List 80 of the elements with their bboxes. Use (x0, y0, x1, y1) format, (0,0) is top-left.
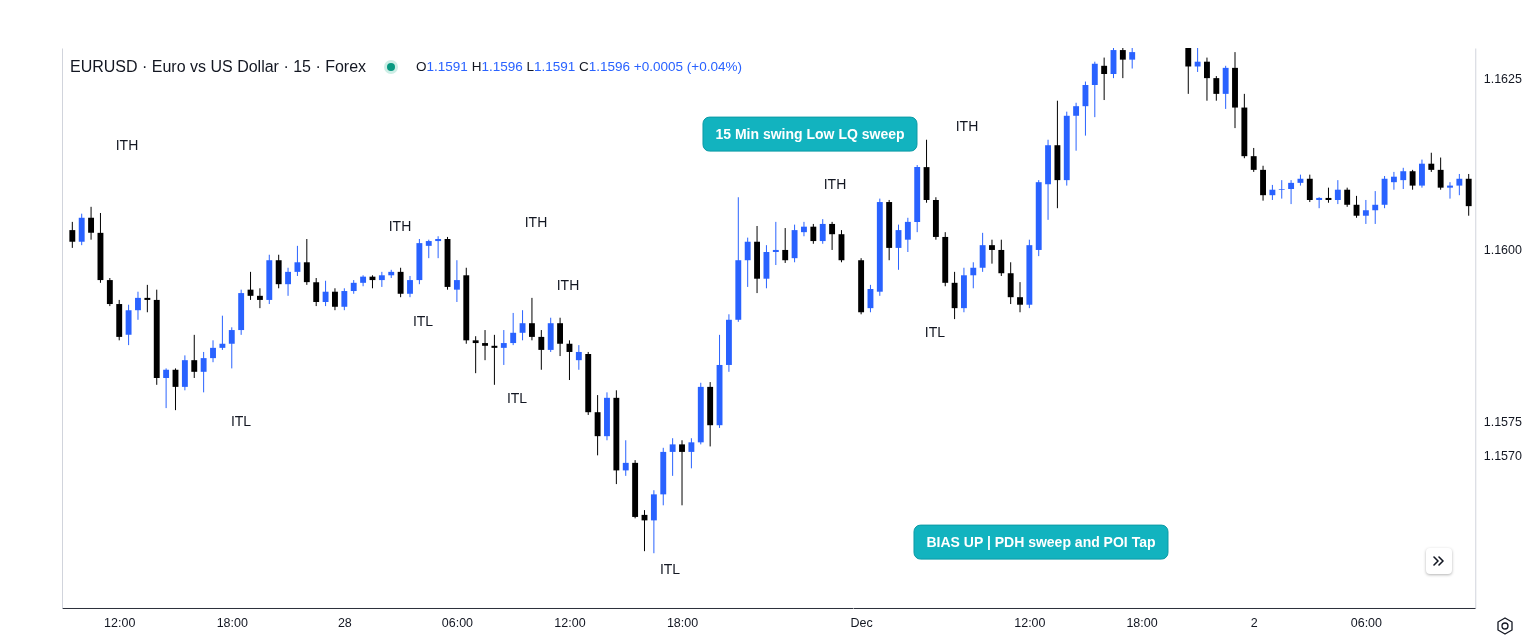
annotation: ITH (524, 213, 548, 231)
x-tick-label: 18:00 (216, 616, 248, 631)
y-tick-label: 1.1575 (1483, 414, 1522, 429)
text: EURUSD · Euro vs US Dollar · 15 · Forex (70, 57, 367, 77)
x-tick-label: 2 (1250, 616, 1258, 631)
annotation: ITL (412, 312, 434, 330)
y-tick-label: 1.1600 (1483, 243, 1522, 258)
candlestick (397, 267, 404, 298)
candlestick (275, 254, 282, 289)
candlestick (69, 221, 76, 249)
candlestick (360, 274, 367, 287)
candlestick (285, 267, 291, 297)
x-tick-label: 18:00 (1126, 616, 1158, 631)
candlestick (407, 275, 413, 298)
annotation: ITL (924, 323, 946, 341)
x-tick-label: 12:00 (104, 616, 136, 631)
candlestick (801, 221, 807, 237)
candlestick (78, 213, 85, 246)
candlestick (557, 317, 564, 357)
candlestick (772, 221, 779, 266)
candlestick (538, 329, 545, 371)
annotation: ITH (388, 217, 412, 235)
candlestick (135, 291, 141, 321)
candlestick (782, 227, 789, 264)
candlestick (594, 394, 601, 456)
candlestick (679, 439, 685, 506)
candlestick (313, 277, 320, 307)
x-tick-label: 12:00 (554, 616, 586, 631)
annotation: ITH (955, 117, 979, 135)
candlestick (510, 312, 517, 346)
candlestick (106, 277, 113, 307)
candlestick (219, 315, 226, 351)
x-tick-label: 18:00 (666, 616, 699, 631)
candlestick (688, 437, 695, 469)
candlestick (341, 287, 348, 311)
candlestick (425, 239, 432, 259)
annotation: BIAS UP | PDH sweep and POI Tap (913, 524, 1169, 560)
candlestick (744, 237, 751, 288)
candlestick (435, 235, 442, 259)
candlestick (622, 439, 629, 477)
candlestick (88, 206, 95, 241)
candlestick (144, 284, 151, 313)
candlestick (482, 329, 488, 361)
candlestick (669, 437, 676, 477)
annotation: ITL (506, 389, 528, 407)
candlestick (191, 334, 198, 379)
candlestick (575, 344, 582, 371)
candlestick (210, 339, 216, 363)
annotation: ITL (659, 560, 681, 578)
annotation: ITH (823, 175, 847, 193)
x-tick-label: 28 (337, 616, 352, 631)
candlestick (491, 334, 498, 386)
candlestick (472, 335, 479, 374)
x-tick-label: 12:00 (1013, 616, 1046, 631)
candlestick (378, 271, 385, 288)
candlestick (528, 297, 535, 341)
y-tick-label: 1.1570 (1483, 448, 1522, 463)
candlestick (500, 329, 507, 366)
candlestick (256, 287, 263, 309)
annotation: ITH (556, 276, 580, 294)
candlestick (332, 287, 338, 311)
candlestick (453, 259, 460, 303)
x-tick-label: 06:00 (1350, 616, 1382, 631)
annotation: ITH (115, 136, 139, 154)
candlestick (810, 223, 817, 245)
candlestick (829, 221, 836, 251)
candlestick (294, 245, 301, 277)
candlestick (322, 280, 329, 307)
text: O1.1591 H1.1596 L1.1591 C1.1596 +0.0005 (+0.04%) (416, 59, 742, 74)
candlestick (303, 238, 310, 286)
candlestick (163, 367, 170, 409)
annotation: 15 Min swing Low LQ sweep (702, 116, 918, 152)
y-tick-label: 1.1625 (1483, 72, 1522, 87)
candlestick (519, 309, 526, 341)
annotation: ITL (230, 412, 252, 430)
x-tick-label: Dec (850, 616, 873, 631)
candlestick (200, 351, 207, 393)
candlestick (819, 218, 826, 245)
x-tick-label: 06:00 (441, 616, 474, 631)
candlestick (228, 326, 235, 369)
